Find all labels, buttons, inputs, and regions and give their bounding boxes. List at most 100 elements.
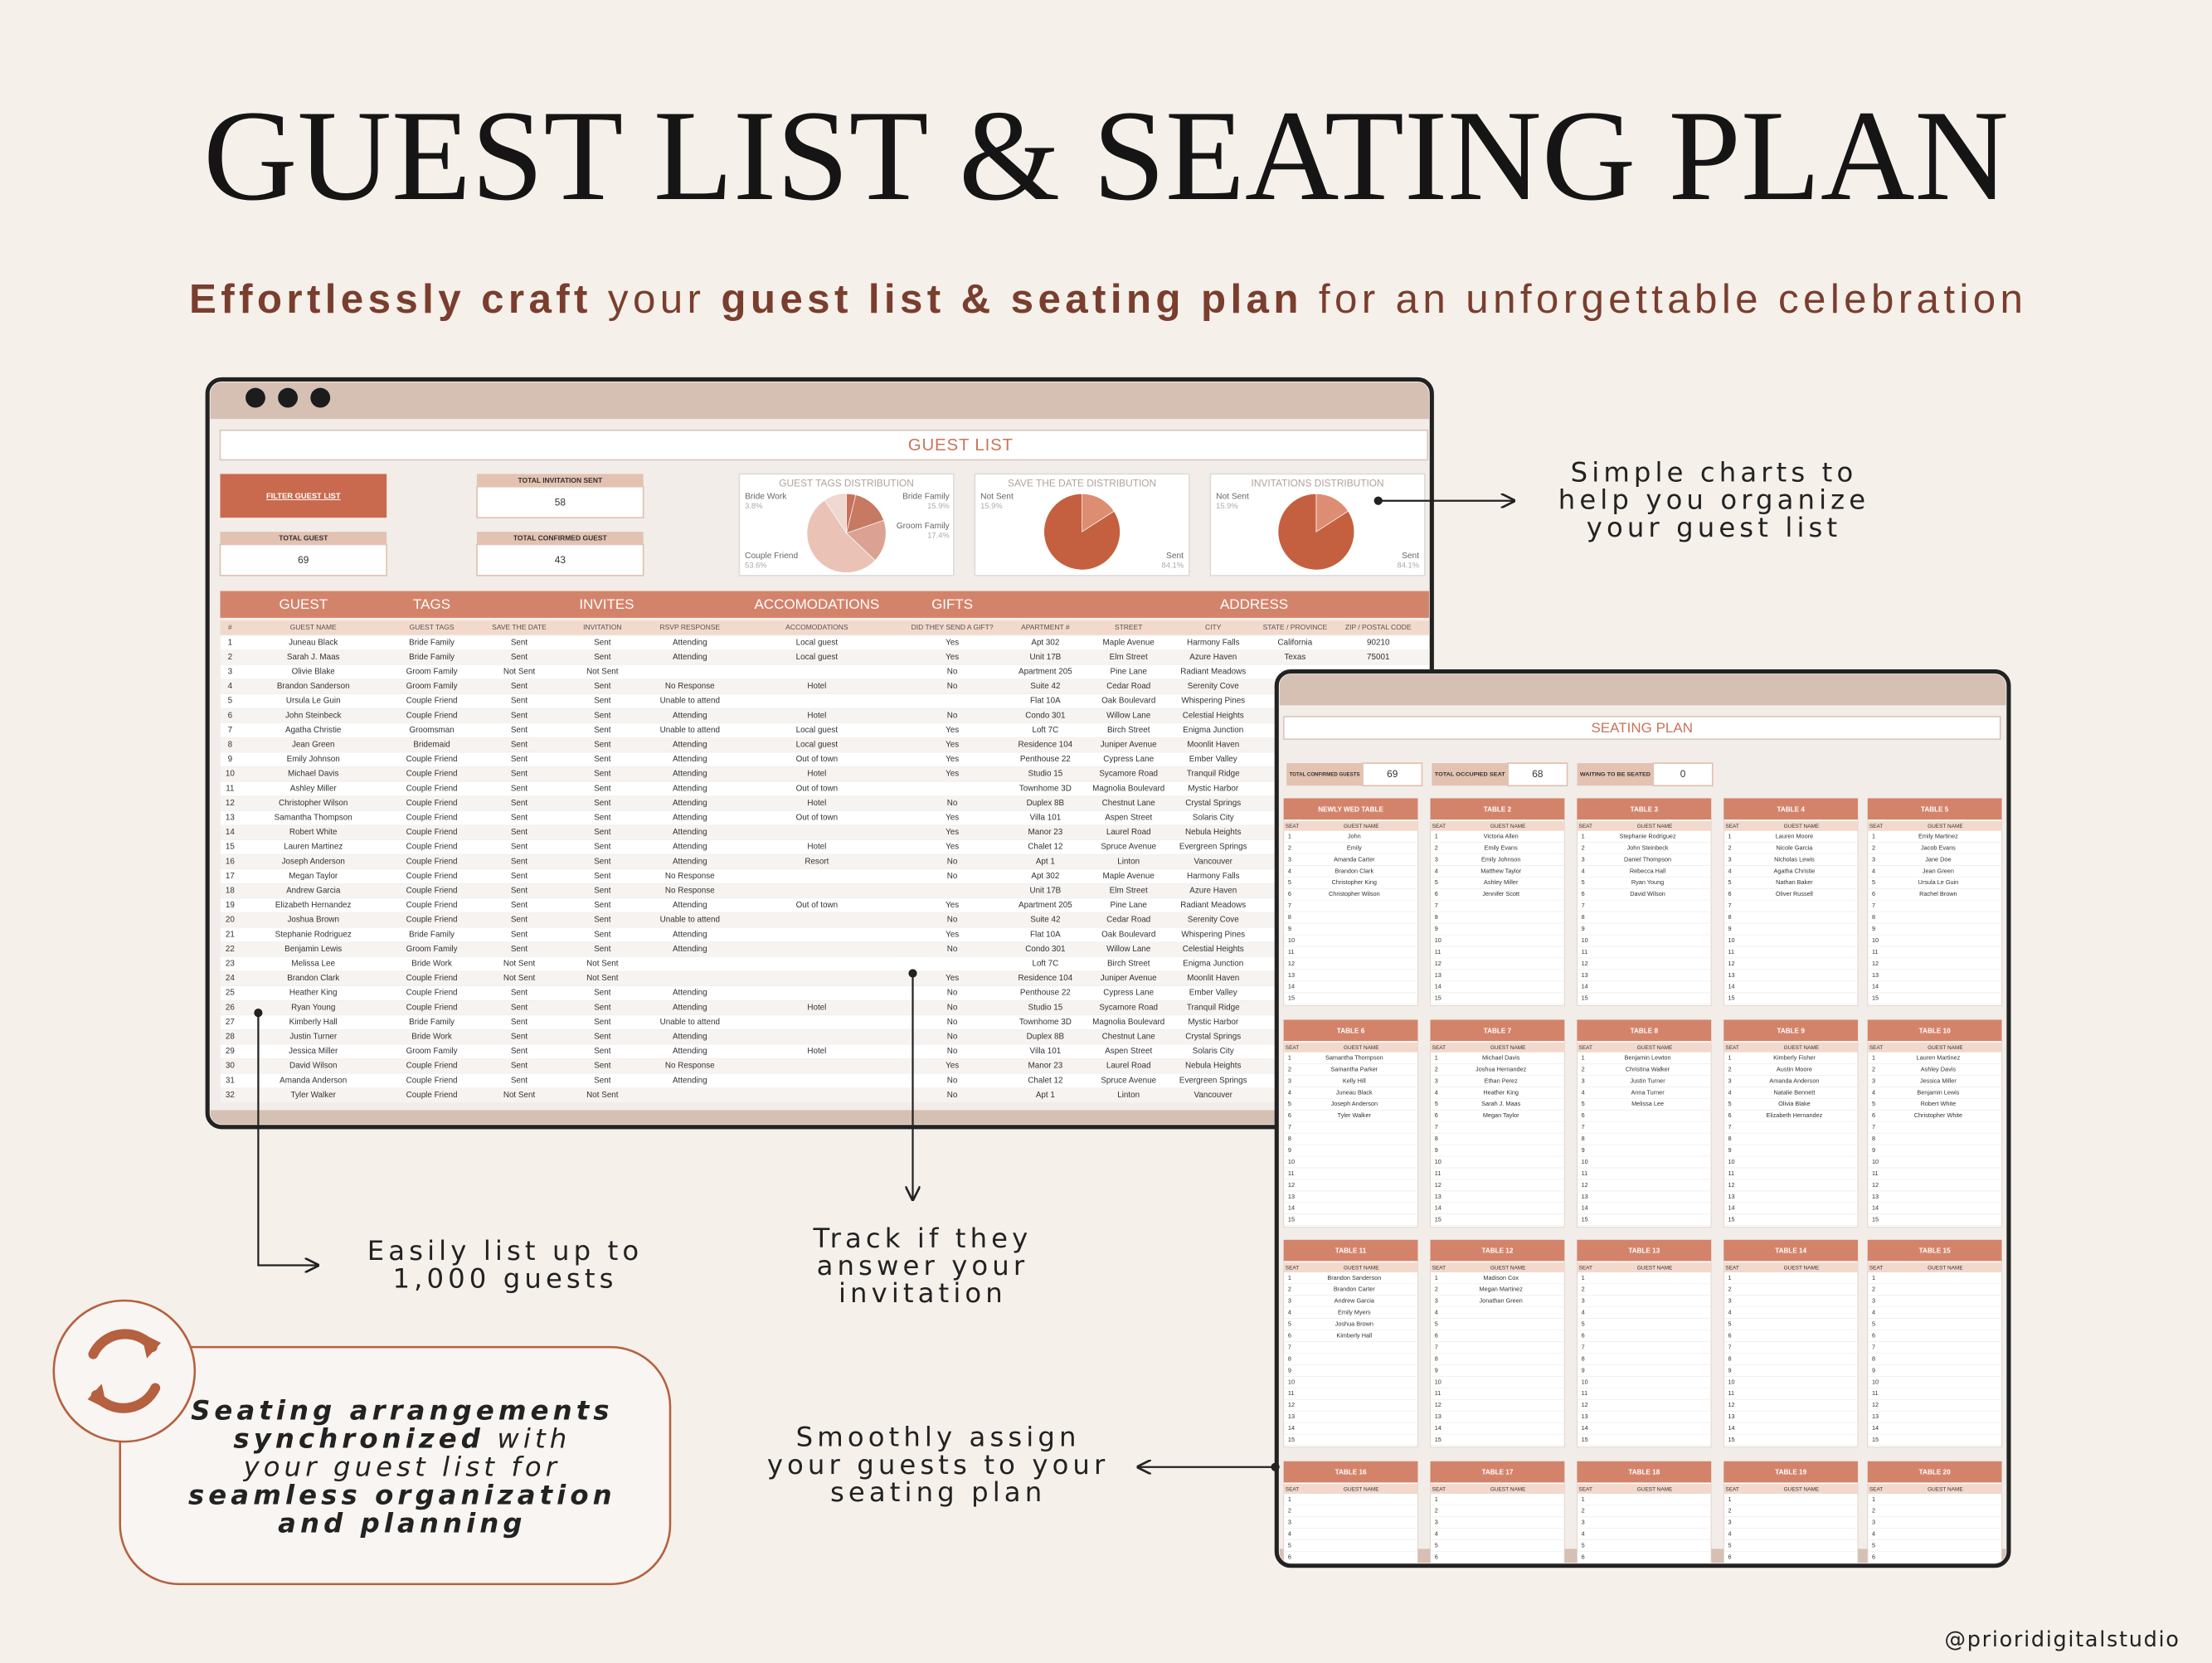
table-title-bar (1723, 798, 1858, 820)
table-cell: Celestial Heights (1183, 711, 1244, 720)
filter-button-label[interactable]: FILTER GUEST LIST (266, 492, 341, 500)
table-cell: Sent (511, 653, 528, 662)
seat-number: 12 (1582, 1401, 1588, 1408)
table-row (220, 956, 1429, 972)
seat-number: 6 (1872, 1331, 1875, 1339)
pie-value-label: 84.1% (1162, 561, 1184, 569)
guest-name: Ashley Miller (1484, 878, 1519, 886)
seat-number: 2 (1435, 1286, 1438, 1293)
seat-number: 10 (1728, 1378, 1735, 1385)
seat-number: 14 (1728, 983, 1735, 990)
seat-number: 9 (1872, 1366, 1875, 1374)
table-cell: Mystic Harbor (1188, 1018, 1239, 1027)
seat-number: 13 (1435, 971, 1441, 979)
seat-number: 7 (1872, 1343, 1875, 1350)
table-cell: Sent (511, 945, 528, 954)
table-sub-header (220, 620, 1429, 635)
seat-number: 15 (1728, 994, 1735, 1002)
pie-label: Sent (1402, 552, 1419, 561)
table-cell: California (1278, 638, 1313, 647)
seat-number: 7 (1872, 1123, 1875, 1131)
table-header (1723, 820, 1858, 831)
seat-number: 5 (1872, 1100, 1875, 1107)
table-cell: Yes (946, 740, 959, 749)
name-header: GUEST NAME (1344, 1486, 1379, 1492)
table-cell: No (947, 682, 958, 691)
seat-header: SEAT (1432, 1045, 1446, 1051)
handle: @prioridigitalstudio (1945, 1627, 2180, 1652)
table-cell: Unable to attend (660, 916, 720, 925)
callout-line: your guests to your (767, 1449, 1110, 1481)
table-cell: Sent (511, 857, 528, 866)
table-cell: Linton (1117, 857, 1140, 866)
table-cell: Yes (946, 638, 959, 647)
table-cell: Attending (673, 638, 707, 647)
table-cell: Agatha Christie (285, 726, 342, 735)
seat-number: 13 (1288, 971, 1295, 979)
seat-number: 9 (1582, 1366, 1585, 1374)
seat-number: 7 (1872, 902, 1875, 909)
table-header (1723, 1042, 1858, 1053)
seat-number: 12 (1288, 1181, 1295, 1189)
seat-number: 5 (1728, 1100, 1732, 1107)
table-cell: Couple Friend (406, 813, 458, 822)
seat-number: 10 (1872, 1378, 1879, 1385)
table-cell: Couple Friend (406, 770, 458, 779)
table-card (1577, 1019, 1712, 1228)
seat-number: 10 (1872, 1158, 1879, 1165)
table-cell: Michael Davis (288, 770, 338, 779)
badge-part: with (484, 1422, 571, 1454)
column-header: ZIP / POSTAL CODE (1345, 623, 1412, 631)
stat-header (1432, 763, 1509, 786)
seat-number: 7 (1582, 1123, 1585, 1131)
seat-number: 5 (1582, 1100, 1585, 1107)
column-header: APARTMENT # (1021, 623, 1070, 631)
table-cell: Sent (511, 1018, 528, 1027)
table-row (220, 693, 1429, 709)
seat-number: 2 (1728, 1065, 1732, 1072)
table-cell: 17 (226, 872, 235, 881)
window-dot (310, 387, 331, 408)
table-cell: Hotel (807, 1003, 826, 1012)
guest-name: Lauren Moore (1776, 832, 1813, 839)
seat-number: 3 (1288, 1519, 1291, 1526)
seat-number: 3 (1872, 1077, 1875, 1084)
seat-number: 2 (1288, 844, 1291, 851)
table-cell: Vancouver (1194, 1091, 1233, 1100)
seat-number: 13 (1728, 1193, 1735, 1200)
seat-number: 1 (1872, 1495, 1875, 1503)
seat-number: 3 (1435, 1077, 1438, 1084)
table-cell: Attending (673, 799, 707, 808)
stat-header (1577, 763, 1654, 786)
seat-number: 15 (1872, 1216, 1879, 1223)
seat-number: 14 (1872, 983, 1879, 990)
table-cell: Evergreen Springs (1179, 1076, 1247, 1085)
pie-label: Couple Friend (745, 552, 798, 561)
seat-number: 2 (1872, 844, 1875, 851)
guest-name: Jennifer Scott (1482, 890, 1519, 897)
table-title: TABLE 14 (1775, 1247, 1806, 1255)
seat-number: 6 (1582, 1331, 1585, 1339)
badge-part: synchronized (233, 1422, 484, 1454)
seat-number: 14 (1728, 1204, 1735, 1212)
column-header: ACCOMODATIONS (785, 623, 848, 631)
table-group: GIFTS (931, 596, 973, 612)
guest-name: Ryan Young (1631, 878, 1664, 886)
seat-number: 2 (1728, 1286, 1732, 1293)
table-cell: Brandon Sanderson (277, 682, 350, 691)
table-cell: John Steinbeck (285, 711, 341, 720)
table-cell: Apt 302 (1031, 638, 1059, 647)
table-cell: Nebula Heights (1185, 828, 1241, 837)
table-cell: Sycamore Road (1099, 770, 1158, 779)
column-header: CITY (1205, 623, 1222, 631)
seat-number: 12 (1728, 1181, 1735, 1189)
table-cell: Lauren Martinez (284, 843, 343, 852)
seat-number: 11 (1288, 1389, 1295, 1397)
table-cell: Couple Friend (406, 843, 458, 852)
seat-header: SEAT (1579, 1045, 1592, 1051)
guest-name: Natalie Bennett (1773, 1088, 1815, 1096)
seat-number: 1 (1728, 832, 1732, 839)
table-cell: Juniper Avenue (1101, 974, 1157, 983)
table-cell: Out of town (796, 784, 838, 793)
